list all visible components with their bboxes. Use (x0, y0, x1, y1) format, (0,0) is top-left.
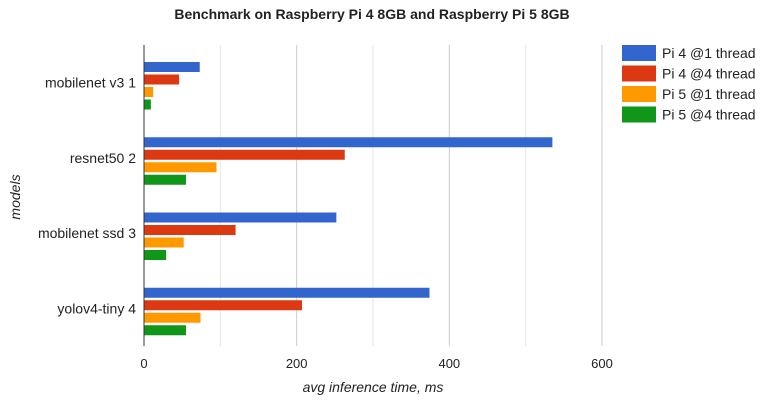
category-label: yolov4-tiny 4 (57, 300, 136, 316)
bar (144, 312, 201, 323)
chart-title: Benchmark on Raspberry Pi 4 8GB and Rasp… (174, 6, 569, 22)
category-labels: mobilenet v3 1 resnet50 2 mobilenet ssd 3 y… (38, 75, 136, 317)
bar (144, 225, 236, 235)
legend-swatch (622, 106, 656, 123)
x-tick-label: 400 (438, 356, 460, 371)
x-tick-labels: 0 200 400 600 (140, 356, 612, 371)
legend-swatch (622, 65, 656, 82)
legend-label: Pi 5 @4 thread (662, 107, 756, 123)
bar (144, 162, 217, 173)
category-label: resnet50 2 (70, 150, 136, 166)
legend: Pi 4 @1 thread Pi 4 @4 thread Pi 5 @1 thre… (622, 45, 756, 123)
bar (144, 287, 430, 298)
bar (144, 325, 186, 336)
bars (144, 62, 553, 336)
bar (144, 149, 345, 160)
bar (144, 237, 184, 248)
bar (144, 300, 303, 311)
bar (144, 74, 180, 85)
category-label: mobilenet ssd 3 (38, 225, 136, 241)
bar (144, 212, 337, 223)
legend-swatch (622, 45, 656, 61)
legend-swatch (622, 86, 656, 102)
bar (144, 250, 167, 260)
category-label: mobilenet v3 1 (45, 75, 136, 91)
bar (144, 87, 154, 97)
x-axis-title: avg inference time, ms (303, 379, 444, 395)
legend-label: Pi 4 @4 thread (662, 66, 756, 82)
bar (144, 174, 186, 185)
legend-label: Pi 4 @1 thread (662, 45, 756, 61)
y-axis-title: models (7, 174, 23, 219)
bar (144, 99, 151, 110)
legend-label: Pi 5 @1 thread (662, 86, 756, 102)
bar (144, 137, 553, 148)
bar (144, 62, 200, 72)
x-tick-label: 0 (140, 356, 147, 371)
x-tick-label: 200 (286, 356, 308, 371)
x-tick-label: 600 (591, 356, 613, 371)
